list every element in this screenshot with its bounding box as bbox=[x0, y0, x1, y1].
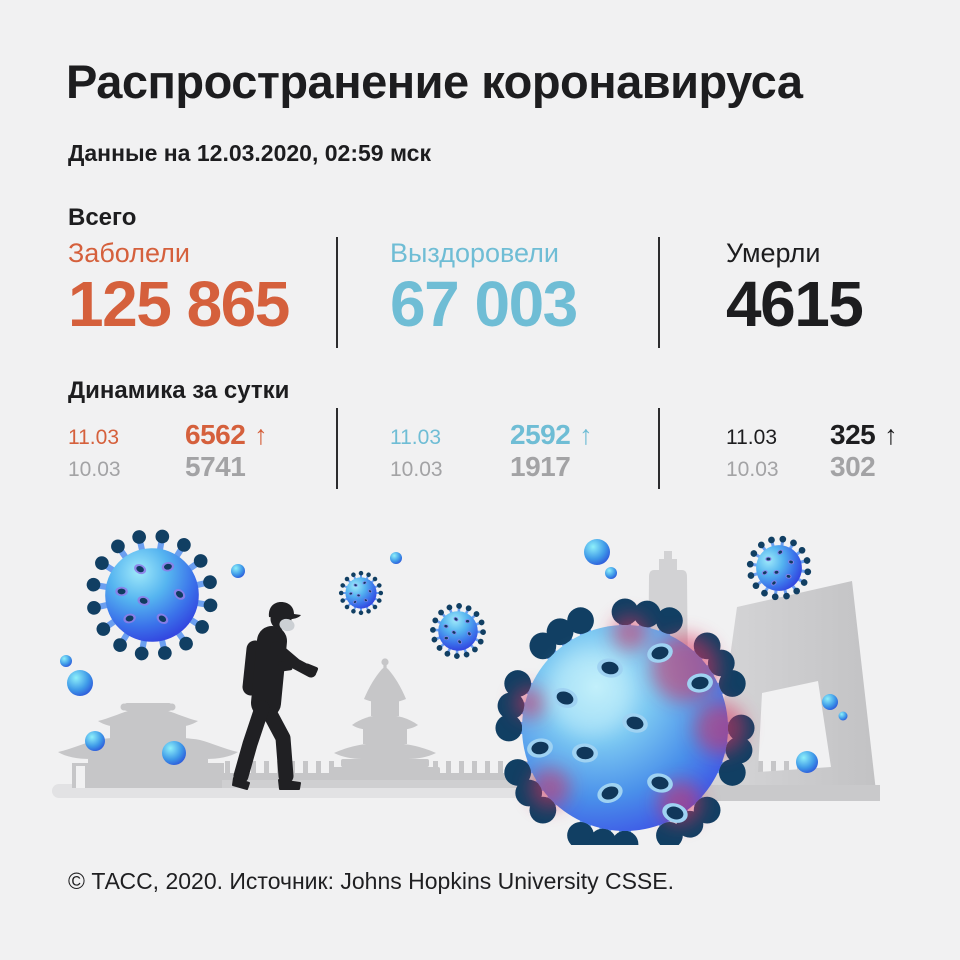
spore-ball bbox=[390, 552, 402, 564]
prev-date: 10.03 bbox=[390, 458, 443, 481]
spore-ball bbox=[60, 655, 72, 667]
prev-value: 1917 bbox=[510, 451, 571, 482]
latest-date: 11.03 bbox=[68, 426, 119, 449]
totals-heading: Всего bbox=[68, 204, 137, 231]
dynamics-latest-row: 11.03 325 ↑ bbox=[726, 419, 898, 451]
dynamics-deaths-card: 11.03 325 ↑ 10.03 302 bbox=[726, 419, 898, 483]
dynamics-prev-row: 10.03 302 bbox=[726, 451, 898, 483]
latest-date: 11.03 bbox=[390, 426, 441, 449]
latest-date: 11.03 bbox=[726, 426, 777, 449]
spore-balls-layer bbox=[60, 539, 848, 773]
total-deaths-card: Умерли 4615 bbox=[726, 238, 864, 340]
person-silhouette bbox=[232, 602, 319, 790]
up-arrow-icon: ↑ bbox=[254, 420, 268, 450]
spore-ball bbox=[231, 564, 245, 578]
total-deaths-value: 4615 bbox=[726, 268, 864, 340]
dynamics-prev-row: 10.03 1917 bbox=[390, 451, 593, 483]
dynamics-infected-card: 11.03 6562 ↑ 10.03 5741 bbox=[68, 419, 268, 483]
up-arrow-icon: ↑ bbox=[579, 420, 593, 450]
column-divider bbox=[658, 237, 660, 348]
latest-value: 6562 bbox=[185, 419, 246, 450]
dynamics-recovered-card: 11.03 2592 ↑ 10.03 1917 bbox=[390, 419, 593, 483]
spore-ball bbox=[605, 567, 617, 579]
spore-ball bbox=[838, 711, 848, 721]
latest-value: 325 bbox=[830, 419, 876, 450]
prev-date: 10.03 bbox=[68, 458, 121, 481]
total-recovered-value: 67 003 bbox=[390, 268, 578, 340]
dynamics-prev-row: 10.03 5741 bbox=[68, 451, 268, 483]
total-infected-value: 125 865 bbox=[68, 268, 290, 340]
column-divider bbox=[336, 408, 338, 489]
prev-value: 5741 bbox=[185, 451, 246, 482]
spore-ball bbox=[85, 731, 105, 751]
up-arrow-icon: ↑ bbox=[884, 420, 898, 450]
prev-value: 302 bbox=[830, 451, 876, 482]
column-divider bbox=[336, 237, 338, 348]
virus-particle-small-middle bbox=[332, 564, 390, 622]
data-timestamp: Данные на 12.03.2020, 02:59 мск bbox=[68, 140, 431, 166]
dynamics-heading: Динамика за сутки bbox=[68, 377, 290, 404]
total-infected-card: Заболели 125 865 bbox=[68, 238, 290, 340]
spore-ball bbox=[162, 741, 186, 765]
footer-credit: © ТАСС, 2020. Источник: Johns Hopkins Un… bbox=[68, 868, 674, 894]
latest-value: 2592 bbox=[510, 419, 571, 450]
temple-of-heaven-silhouette bbox=[330, 658, 440, 776]
spore-ball bbox=[822, 694, 838, 710]
spore-ball bbox=[796, 751, 818, 773]
total-recovered-card: Выздоровели 67 003 bbox=[390, 238, 578, 340]
total-recovered-label: Выздоровели bbox=[390, 238, 560, 268]
face-mask bbox=[279, 618, 295, 632]
total-infected-label: Заболели bbox=[68, 238, 190, 268]
spore-ball bbox=[67, 670, 93, 696]
dynamics-latest-row: 11.03 6562 ↑ bbox=[68, 419, 268, 451]
prev-date: 10.03 bbox=[726, 458, 779, 481]
virus-particle-medium-middle bbox=[409, 582, 506, 679]
total-deaths-label: Умерли bbox=[726, 238, 821, 268]
palace-silhouette bbox=[58, 703, 238, 788]
dynamics-latest-row: 11.03 2592 ↑ bbox=[390, 419, 593, 451]
spore-ball bbox=[584, 539, 610, 565]
column-divider bbox=[658, 408, 660, 489]
illustration-scene bbox=[0, 515, 880, 845]
page-title: Распространение коронавируса bbox=[66, 55, 803, 108]
virus-particle-large-left bbox=[52, 515, 253, 695]
